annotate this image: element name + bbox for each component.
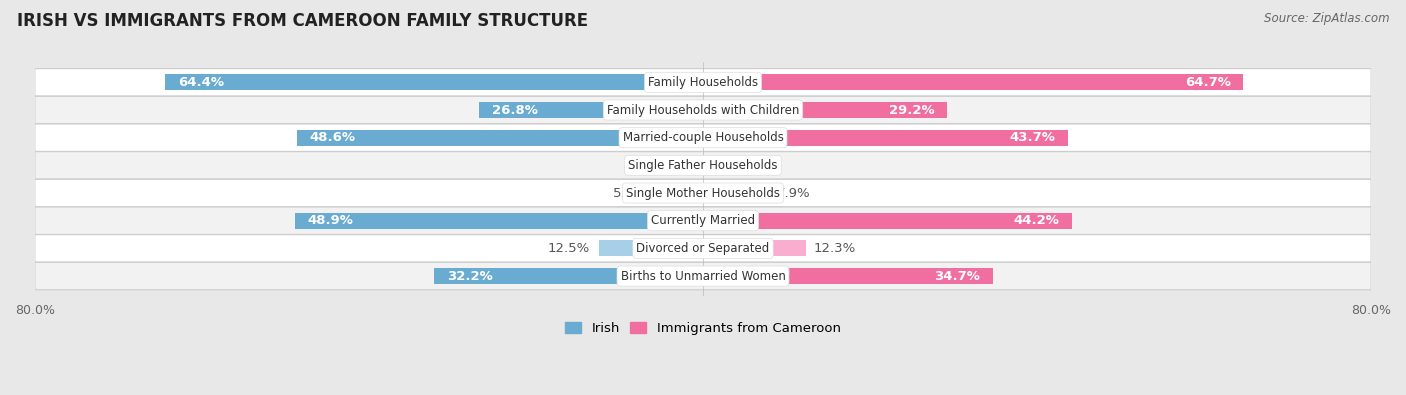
Text: 2.5%: 2.5% [733, 159, 766, 172]
Text: Single Mother Households: Single Mother Households [626, 186, 780, 199]
Text: 32.2%: 32.2% [447, 269, 492, 282]
FancyBboxPatch shape [35, 69, 1371, 96]
Text: Married-couple Households: Married-couple Households [623, 131, 783, 144]
Text: 64.7%: 64.7% [1185, 76, 1230, 89]
Bar [703, 240, 806, 256]
Text: Single Father Households: Single Father Households [628, 159, 778, 172]
Bar [166, 74, 703, 90]
Text: 48.6%: 48.6% [309, 131, 356, 144]
Bar [703, 268, 993, 284]
Bar [655, 185, 703, 201]
Bar [295, 213, 703, 229]
Text: Divorced or Separated: Divorced or Separated [637, 242, 769, 255]
Text: Family Households with Children: Family Households with Children [607, 103, 799, 117]
FancyBboxPatch shape [35, 207, 1371, 234]
Text: Source: ZipAtlas.com: Source: ZipAtlas.com [1264, 12, 1389, 25]
Bar [703, 130, 1069, 146]
Text: 26.8%: 26.8% [492, 103, 537, 117]
Text: Currently Married: Currently Married [651, 214, 755, 227]
Bar [703, 213, 1071, 229]
Text: 43.7%: 43.7% [1010, 131, 1056, 144]
Text: 34.7%: 34.7% [935, 269, 980, 282]
Text: 64.4%: 64.4% [177, 76, 224, 89]
Text: 44.2%: 44.2% [1014, 214, 1060, 227]
Legend: Irish, Immigrants from Cameroon: Irish, Immigrants from Cameroon [560, 317, 846, 341]
Bar [297, 130, 703, 146]
FancyBboxPatch shape [35, 96, 1371, 124]
Text: Births to Unmarried Women: Births to Unmarried Women [620, 269, 786, 282]
FancyBboxPatch shape [35, 235, 1371, 262]
Bar [703, 157, 724, 173]
Text: IRISH VS IMMIGRANTS FROM CAMEROON FAMILY STRUCTURE: IRISH VS IMMIGRANTS FROM CAMEROON FAMILY… [17, 12, 588, 30]
Text: 12.5%: 12.5% [548, 242, 591, 255]
Bar [599, 240, 703, 256]
Bar [683, 157, 703, 173]
Text: 5.8%: 5.8% [613, 186, 647, 199]
Bar [479, 102, 703, 118]
Text: 29.2%: 29.2% [889, 103, 935, 117]
Text: 48.9%: 48.9% [307, 214, 353, 227]
Text: Family Households: Family Households [648, 76, 758, 89]
Text: 12.3%: 12.3% [814, 242, 856, 255]
Bar [703, 185, 769, 201]
Bar [434, 268, 703, 284]
Text: 2.3%: 2.3% [641, 159, 675, 172]
Bar [703, 74, 1243, 90]
FancyBboxPatch shape [35, 124, 1371, 151]
Text: 7.9%: 7.9% [778, 186, 811, 199]
FancyBboxPatch shape [35, 262, 1371, 290]
Bar [703, 102, 946, 118]
FancyBboxPatch shape [35, 179, 1371, 207]
FancyBboxPatch shape [35, 152, 1371, 179]
